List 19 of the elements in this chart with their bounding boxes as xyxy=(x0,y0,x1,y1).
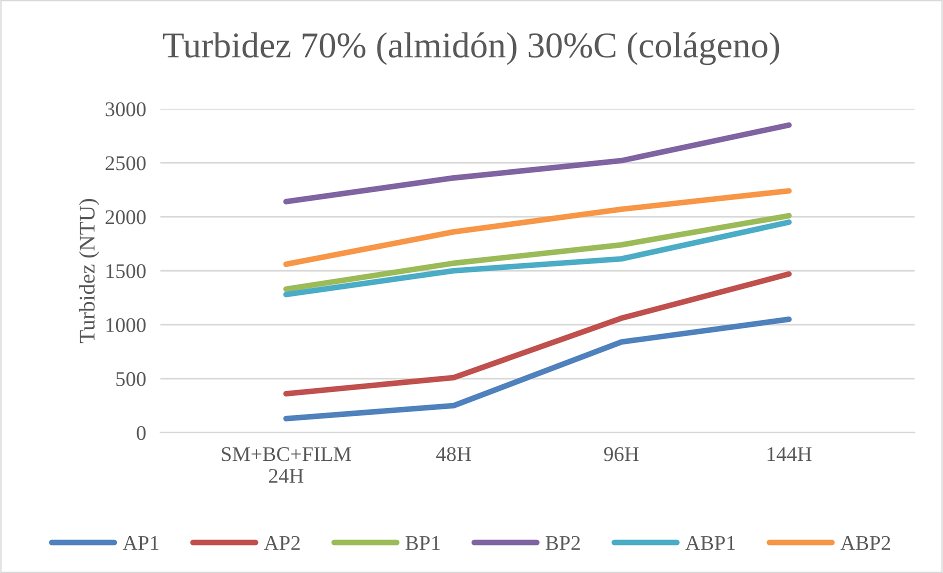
legend-label: AP2 xyxy=(264,536,300,550)
legend-label: BP1 xyxy=(406,536,440,550)
y-tick-label: 1000 xyxy=(106,318,146,332)
x-tick-label: 96H xyxy=(604,447,639,462)
x-tick-label: 48H xyxy=(436,447,472,462)
y-axis-title: Turbidez (NTU) xyxy=(79,198,100,344)
legend-label: AP1 xyxy=(122,536,158,550)
x-tick-label: SM+BC+FILM 24H xyxy=(222,447,352,483)
chart-title: Turbidez 70% (almidón) 30%C (colágeno) xyxy=(162,32,780,66)
legend-label: ABP2 xyxy=(840,536,890,550)
y-tick-label: 1500 xyxy=(106,264,146,278)
y-tick-label: 500 xyxy=(116,372,146,386)
y-tick-label: 0 xyxy=(136,426,146,440)
y-tick-label: 2000 xyxy=(106,210,146,224)
y-tick-label: 3000 xyxy=(106,102,146,116)
x-tick-label: 144H xyxy=(768,447,812,461)
y-tick-label: 2500 xyxy=(106,156,146,170)
legend-label: BP2 xyxy=(546,536,580,550)
legend-label: ABP1 xyxy=(685,536,735,550)
